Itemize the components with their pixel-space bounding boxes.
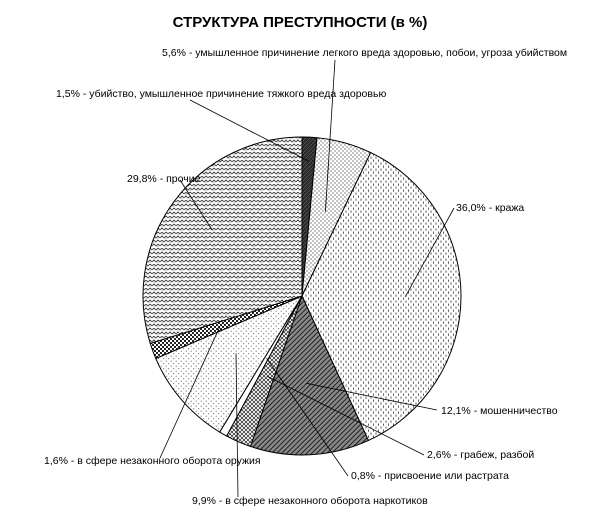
label-prochie: 29,8% - прочие	[127, 173, 201, 185]
leader-line-prisv	[266, 357, 349, 477]
label-ubiystvo: 1,5% - убийство, умышленное причинение т…	[56, 88, 386, 100]
leader-line-moshen	[306, 382, 438, 411]
leader-line-legkiy	[325, 59, 336, 212]
label-oruzhie: 1,6% - в сфере незаконного оборота оружи…	[44, 455, 261, 467]
pie-slice-prochie	[142, 136, 303, 345]
pie-slices	[142, 136, 462, 456]
leader-line-oruzhie	[159, 326, 221, 459]
pie-slice-krazha	[301, 151, 462, 442]
leader-line-ubiystvo	[189, 99, 309, 162]
label-narkotiki: 9,9% - в сфере незаконного оборота нарко…	[192, 495, 428, 507]
label-legkiy: 5,6% - умышленное причинение легкого вре…	[162, 47, 567, 59]
leader-line-grabezh	[266, 375, 425, 456]
label-krazha: 36,0% - кража	[456, 202, 524, 214]
label-grabezh: 2,6% - грабеж, разбой	[427, 449, 534, 461]
leader-line-krazha	[404, 207, 455, 297]
pie-leader-lines	[159, 59, 455, 498]
pie-slice-narkotiki	[155, 294, 304, 433]
label-moshen: 12,1% - мошенничество	[441, 405, 558, 417]
leader-line-prochie	[179, 179, 213, 231]
chart-title: СТРУКТУРА ПРЕСТУПНОСТИ (в %)	[173, 14, 428, 31]
pie-slice-moshen	[249, 294, 370, 456]
label-prisv: 0,8% - присвоение или растрата	[351, 470, 509, 482]
leader-line-narkotiki	[235, 353, 239, 498]
